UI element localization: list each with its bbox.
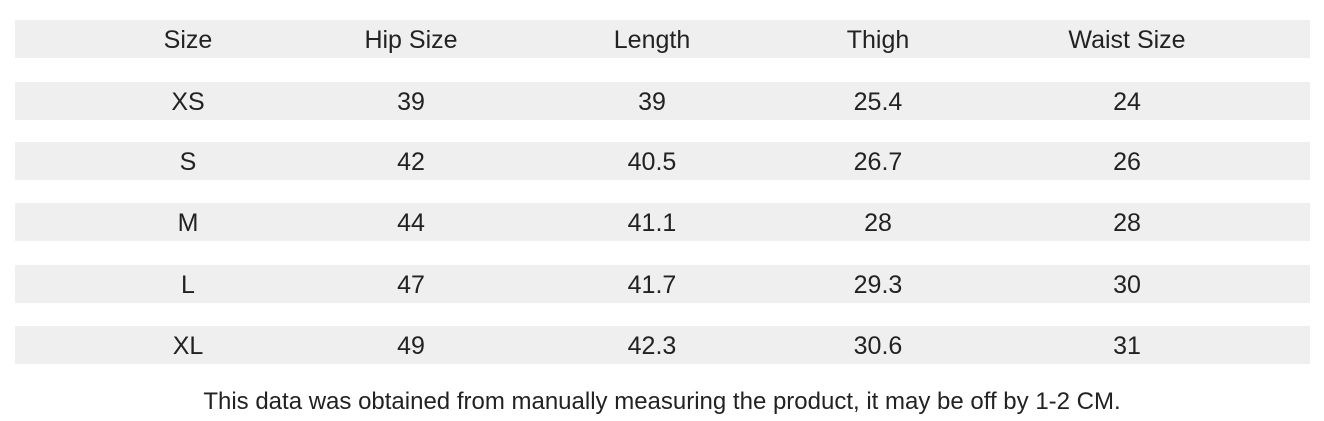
header-cell: Waist Size — [1068, 26, 1186, 54]
table-cell: 31 — [1113, 332, 1141, 360]
table-cell: 41.1 — [627, 209, 677, 237]
table-cell: 29.3 — [853, 271, 903, 299]
table-cell: 44 — [397, 209, 425, 237]
table-cell: 26.7 — [853, 148, 903, 176]
header-cell: Size — [163, 26, 213, 54]
table-cell: 24 — [1113, 88, 1141, 116]
table-cell: 26 — [1113, 148, 1141, 176]
header-cell: Hip Size — [364, 26, 458, 54]
table-cell: L — [181, 271, 195, 299]
table-row: XL 49 42.3 30.6 31 — [15, 326, 1310, 364]
table-cell: S — [179, 148, 197, 176]
table-cell: 41.7 — [627, 271, 677, 299]
header-cell: Thigh — [846, 26, 910, 54]
table-cell: 28 — [864, 209, 892, 237]
table-row: S 42 40.5 26.7 26 — [15, 142, 1310, 180]
table-cell: 47 — [397, 271, 425, 299]
table-cell: XS — [171, 88, 205, 116]
table-cell: 42.3 — [627, 332, 677, 360]
table-row: XS 39 39 25.4 24 — [15, 82, 1310, 120]
table-cell: 25.4 — [853, 88, 903, 116]
table-row: M 44 41.1 28 28 — [15, 203, 1310, 241]
table-cell: 39 — [397, 88, 425, 116]
table-cell: 30.6 — [853, 332, 903, 360]
table-cell: XL — [172, 332, 204, 360]
table-row: L 47 41.7 29.3 30 — [15, 265, 1310, 303]
footnote: This data was obtained from manually mea… — [203, 388, 1121, 415]
table-cell: 28 — [1113, 209, 1141, 237]
table-cell: 40.5 — [627, 148, 677, 176]
table-cell: 39 — [638, 88, 666, 116]
table-cell: 49 — [397, 332, 425, 360]
table-cell: 42 — [397, 148, 425, 176]
table-cell: 30 — [1113, 271, 1141, 299]
header-cell: Length — [613, 26, 691, 54]
table-cell: M — [177, 209, 199, 237]
header-row: Size Hip Size Length Thigh Waist Size — [15, 20, 1310, 58]
